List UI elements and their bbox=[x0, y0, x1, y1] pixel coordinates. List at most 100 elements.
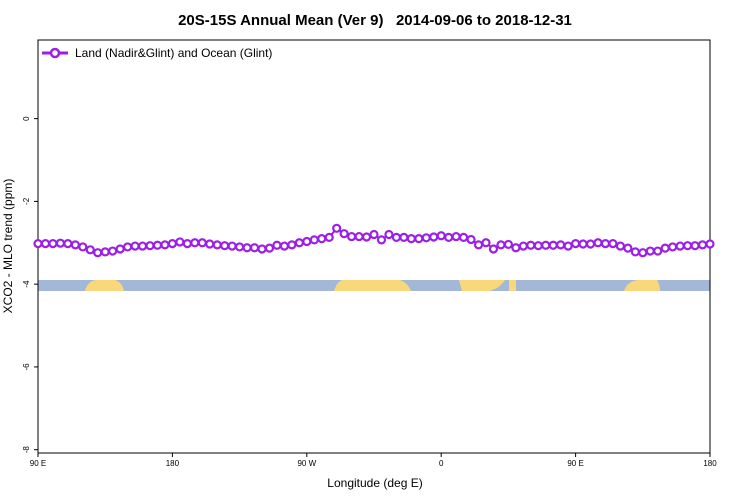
data-point bbox=[287, 240, 297, 250]
data-point bbox=[197, 238, 207, 248]
data-point bbox=[272, 240, 282, 250]
data-point bbox=[705, 239, 715, 249]
data-point bbox=[690, 241, 700, 251]
data-point bbox=[190, 238, 200, 248]
data-point bbox=[645, 246, 655, 256]
data-point bbox=[235, 242, 245, 252]
data-point bbox=[48, 239, 58, 249]
data-point bbox=[137, 241, 148, 251]
data-point bbox=[623, 243, 633, 253]
x-axis-label: Longitude (deg E) bbox=[327, 476, 422, 490]
data-point bbox=[302, 236, 312, 247]
data-point bbox=[152, 240, 163, 250]
y-tick-label: -4 bbox=[22, 280, 31, 288]
data-point bbox=[160, 240, 170, 250]
data-point bbox=[309, 235, 319, 245]
data-point bbox=[317, 234, 327, 244]
data-point bbox=[108, 246, 118, 256]
data-point bbox=[668, 242, 678, 252]
data-point bbox=[406, 234, 416, 244]
chart-title: 20S-15S Annual Mean (Ver 9) 2014-09-06 t… bbox=[178, 12, 572, 29]
data-point bbox=[593, 238, 603, 248]
data-point bbox=[660, 243, 670, 253]
land-patch bbox=[624, 280, 660, 291]
data-point bbox=[212, 240, 222, 250]
x-tick-label: 90 E bbox=[30, 459, 46, 468]
legend-label: Land (Nadir&Glint) and Ocean (Glint) bbox=[75, 46, 272, 60]
data-point bbox=[518, 241, 528, 251]
data-point bbox=[556, 240, 566, 250]
data-point bbox=[682, 241, 693, 251]
x-tick-label: 180 bbox=[703, 459, 717, 468]
data-point bbox=[600, 239, 611, 249]
data-point bbox=[451, 231, 461, 242]
land-patch bbox=[509, 280, 516, 291]
data-point bbox=[414, 234, 424, 244]
y-tick-label: -6 bbox=[22, 363, 31, 371]
land-patch bbox=[459, 280, 505, 291]
data-point bbox=[630, 247, 640, 257]
data-point bbox=[78, 242, 88, 252]
data-point bbox=[421, 233, 431, 243]
data-point bbox=[33, 239, 43, 249]
y-axis-label: XCO2 - MLO trend (ppm) bbox=[1, 179, 15, 314]
data-point bbox=[488, 244, 499, 254]
data-point bbox=[324, 232, 334, 242]
data-point bbox=[570, 239, 581, 249]
data-point bbox=[145, 241, 155, 251]
data-point bbox=[347, 231, 357, 242]
data-point bbox=[339, 229, 349, 239]
data-point bbox=[55, 238, 66, 248]
data-point bbox=[526, 240, 536, 250]
data-point bbox=[638, 248, 648, 258]
data-point bbox=[205, 239, 215, 249]
data-point bbox=[481, 238, 491, 248]
data-point bbox=[585, 239, 596, 249]
land-patch bbox=[334, 279, 411, 291]
data-point bbox=[93, 248, 103, 258]
data-point bbox=[496, 240, 506, 250]
data-point bbox=[264, 243, 275, 253]
data-point bbox=[608, 239, 618, 249]
data-point bbox=[220, 241, 230, 251]
data-point bbox=[541, 240, 551, 250]
data-point bbox=[175, 237, 185, 247]
data-point bbox=[675, 241, 685, 251]
data-point bbox=[503, 239, 513, 250]
data-point bbox=[563, 241, 573, 251]
data-point bbox=[294, 238, 304, 248]
data-point bbox=[444, 232, 454, 242]
data-point bbox=[85, 245, 95, 255]
data-point bbox=[548, 240, 558, 250]
land-patch bbox=[85, 279, 124, 291]
data-point bbox=[40, 239, 51, 249]
data-point bbox=[242, 243, 252, 253]
x-tick-label: 180 bbox=[166, 459, 180, 468]
data-point bbox=[578, 239, 588, 249]
data-point bbox=[473, 240, 484, 250]
data-point bbox=[130, 241, 140, 251]
y-tick-label: -2 bbox=[22, 197, 31, 205]
data-point bbox=[533, 241, 543, 251]
data-point bbox=[115, 244, 125, 254]
data-point bbox=[429, 232, 439, 242]
data-point bbox=[122, 242, 133, 252]
data-point bbox=[653, 246, 663, 256]
data-point bbox=[182, 239, 192, 249]
legend-marker bbox=[49, 47, 61, 59]
data-point bbox=[354, 231, 364, 242]
data-point bbox=[332, 223, 342, 233]
data-point bbox=[63, 239, 73, 249]
x-tick-label: 90 W bbox=[297, 459, 316, 468]
data-point bbox=[511, 243, 521, 253]
data-point bbox=[376, 235, 387, 245]
x-tick-label: 90 E bbox=[567, 459, 583, 468]
data-point bbox=[459, 232, 469, 242]
data-point bbox=[466, 234, 476, 245]
legend: Land (Nadir&Glint) and Ocean (Glint) bbox=[42, 46, 272, 60]
data-point bbox=[100, 247, 110, 257]
data-point bbox=[249, 243, 260, 253]
y-tick-label: 0 bbox=[22, 116, 31, 121]
data-point bbox=[399, 232, 409, 242]
